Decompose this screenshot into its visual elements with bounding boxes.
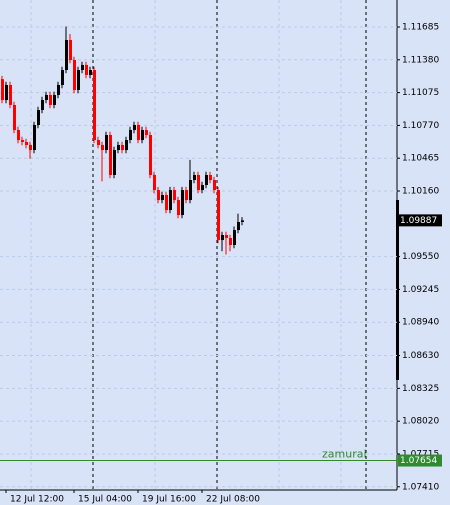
candle-body [185, 190, 188, 201]
candle-body [221, 234, 224, 241]
candle-body [213, 180, 216, 191]
candle-body [109, 134, 112, 175]
x-tick-label: 22 Jul 08:00 [206, 495, 260, 505]
candle-body [49, 94, 52, 105]
candle-body [145, 130, 148, 135]
candle-body [201, 184, 204, 191]
y-tick-label: 1.08020 [402, 417, 439, 427]
y-tick-label: 1.08325 [402, 384, 439, 394]
candle-body [169, 190, 172, 211]
candle-body [173, 190, 176, 201]
candle-body [13, 104, 16, 131]
period-separators [92, 0, 367, 490]
candle-body [205, 174, 208, 185]
candle-body [129, 130, 132, 141]
candle-body [125, 140, 128, 151]
candle-body [197, 174, 200, 191]
candle-body [89, 70, 92, 75]
candle-body [209, 174, 212, 181]
candle-body [73, 60, 76, 91]
candle-body [181, 190, 184, 215]
candle-body [101, 144, 104, 151]
y-tick-label: 1.11380 [402, 55, 439, 65]
candle-body [37, 110, 40, 125]
candle-body [57, 84, 60, 95]
x-tick-label: 12 Jul 12:00 [10, 495, 64, 505]
candle-body [69, 40, 72, 61]
current-price-box [398, 214, 442, 227]
candle-body [229, 238, 232, 245]
candle-body [225, 234, 228, 239]
y-tick-label: 1.09245 [402, 285, 439, 295]
candle-body [53, 94, 56, 105]
y-tick-label: 1.10465 [402, 154, 439, 164]
y-tick-label: 1.10160 [402, 187, 439, 197]
y-tick-label: 1.11075 [402, 88, 439, 98]
candle-body [149, 134, 152, 175]
candle-body [193, 174, 196, 181]
candle-body [233, 230, 236, 245]
candle-body [153, 174, 156, 191]
candle-body [81, 64, 84, 71]
candle-body [137, 124, 140, 141]
candle-body [61, 70, 64, 85]
candle-body [141, 130, 144, 141]
x-tick-label: 19 Jul 16:00 [142, 495, 196, 505]
vertical-grid [30, 0, 342, 490]
candle-body [97, 140, 100, 145]
candle-body [113, 150, 116, 175]
candle-body [65, 40, 68, 71]
y-tick-label: 1.09550 [402, 252, 439, 262]
candle-body [133, 124, 136, 131]
candle-body [241, 220, 244, 222]
candle-body [21, 140, 24, 142]
candle-body [41, 100, 44, 111]
y-tick-label: 1.07715 [402, 449, 439, 459]
line-price-label: 1.07654 [400, 456, 437, 466]
candle-body [33, 124, 36, 151]
candle-body [117, 144, 120, 151]
current-price-label: 1.09887 [400, 216, 437, 226]
scale-bar [396, 200, 399, 380]
candle-body [17, 130, 20, 141]
y-tick-label: 1.07410 [402, 482, 439, 492]
candle-body [5, 84, 8, 101]
candle-body [237, 221, 240, 231]
candle-body [121, 144, 124, 151]
candle-body [105, 134, 108, 151]
candle-body [45, 94, 48, 101]
x-tick-label: 15 Jul 04:00 [78, 495, 132, 505]
y-tick-label: 1.10770 [402, 121, 439, 131]
line-name: zamurai [322, 448, 367, 461]
candle-body [77, 70, 80, 91]
candle-body [1, 79, 4, 101]
line-price-box [398, 454, 442, 467]
candle-body [93, 70, 96, 141]
candle-body [25, 141, 28, 145]
candle-body [177, 200, 180, 215]
y-tick-label: 1.08940 [402, 318, 439, 328]
candle-body [217, 190, 220, 241]
candle-body [9, 84, 12, 105]
candle-body [157, 190, 160, 201]
y-tick-label: 1.08630 [402, 351, 439, 361]
candle-body [29, 144, 32, 151]
y-tick-label: 1.11685 [402, 22, 439, 32]
candle-body [165, 194, 168, 211]
candle-body [189, 180, 192, 201]
candle-body [161, 194, 164, 201]
candle-body [85, 64, 88, 75]
